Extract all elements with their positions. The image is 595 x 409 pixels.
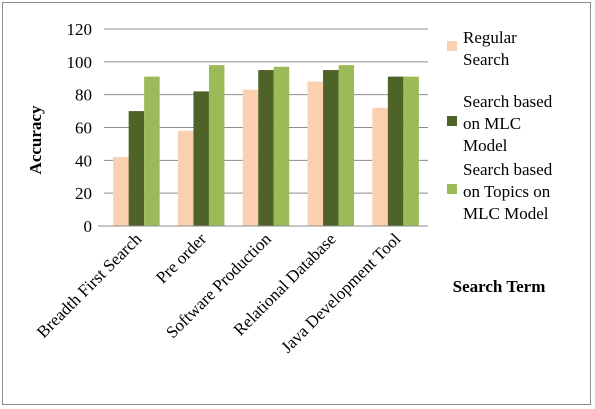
bar <box>258 70 274 227</box>
x-tick-label: Pre order <box>152 229 210 287</box>
bar <box>208 65 225 226</box>
legend-label: Model <box>463 136 508 155</box>
bar <box>273 66 290 226</box>
chart-frame <box>2 2 591 405</box>
legend-swatch <box>447 116 457 126</box>
x-tick-label: Java Development Tool <box>277 229 404 356</box>
bar <box>403 76 419 226</box>
bar <box>323 70 339 227</box>
bar <box>338 65 355 226</box>
legend-label: Search based <box>463 92 553 111</box>
bar <box>372 107 388 226</box>
y-axis-ticks: 0 20 40 60 80 100 120 <box>67 20 93 236</box>
bar <box>307 81 324 227</box>
legend-label: Search <box>463 50 510 69</box>
bar <box>113 157 129 226</box>
y-tick-label: 0 <box>84 217 93 236</box>
legend-label: MLC Model <box>463 204 549 223</box>
y-tick-label: 40 <box>75 151 92 170</box>
legend-label: on MLC <box>463 114 521 133</box>
bar <box>128 111 145 226</box>
y-tick-label: 60 <box>75 119 92 138</box>
x-tick-label: Breadth First Search <box>33 229 146 342</box>
legend-label: Search based <box>463 160 553 179</box>
y-tick-label: 100 <box>67 53 93 72</box>
legend-label: Regular <box>463 28 517 47</box>
y-axis-title: Accuracy <box>26 105 45 174</box>
bar <box>242 89 259 226</box>
y-tick-label: 120 <box>67 20 93 39</box>
y-tick-label: 80 <box>75 86 92 105</box>
bars <box>113 65 419 227</box>
x-axis-title: Search Term <box>453 277 546 296</box>
legend-swatch <box>447 41 457 51</box>
bar <box>193 91 209 226</box>
legend: Regular Search Search based on MLC Model Sear… <box>447 28 553 223</box>
legend-swatch <box>447 184 457 194</box>
y-tick-label: 20 <box>75 184 92 203</box>
bar <box>177 130 194 226</box>
legend-label: on Topics on <box>463 182 551 201</box>
bar <box>144 76 160 226</box>
bar <box>387 76 404 226</box>
